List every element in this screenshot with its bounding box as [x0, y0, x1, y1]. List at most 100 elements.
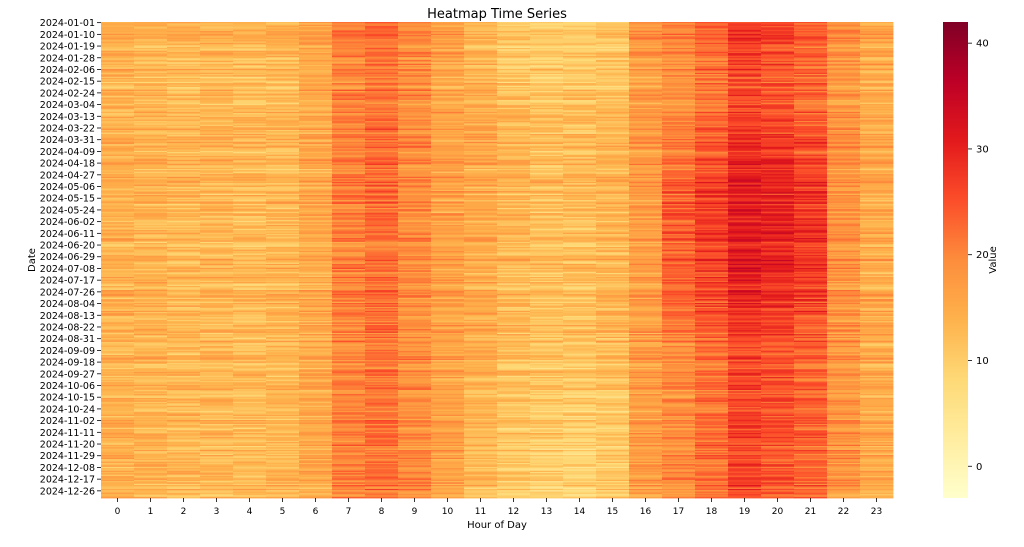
heatmap-cell — [398, 87, 432, 89]
heatmap-cell — [860, 162, 894, 165]
heatmap-cell — [794, 28, 828, 31]
heatmap-cell — [596, 58, 630, 61]
heatmap-cell — [167, 46, 201, 49]
heatmap-cell — [827, 168, 861, 171]
heatmap-cell — [134, 63, 168, 66]
heatmap-cell — [728, 256, 762, 258]
heatmap-cell — [662, 80, 696, 83]
heatmap-cell — [563, 237, 597, 240]
heatmap-cell — [827, 119, 861, 122]
heatmap-cell — [827, 289, 861, 292]
heatmap-cell — [662, 132, 696, 135]
heatmap-cell — [134, 220, 168, 223]
heatmap-cell — [101, 103, 135, 106]
heatmap-cell — [629, 61, 663, 63]
heatmap-cell — [167, 161, 201, 163]
heatmap-cell — [464, 261, 498, 264]
heatmap-cell — [101, 253, 135, 256]
heatmap-cell — [860, 282, 894, 284]
heatmap-cell — [299, 237, 333, 240]
heatmap-cell — [299, 228, 333, 231]
heatmap-cell — [134, 141, 168, 144]
heatmap-cell — [299, 245, 333, 248]
heatmap-cell — [464, 187, 498, 189]
heatmap-cell — [695, 280, 729, 283]
heatmap-cell — [167, 113, 201, 115]
heatmap-cell — [728, 187, 762, 189]
heatmap-cell — [266, 158, 300, 161]
heatmap-cell — [695, 180, 729, 183]
heatmap-cell — [827, 218, 861, 221]
heatmap-cell — [398, 59, 432, 62]
heatmap-cell — [497, 280, 531, 283]
heatmap-cell — [233, 88, 267, 91]
heatmap-cell — [365, 249, 399, 252]
heatmap-cell — [761, 197, 795, 200]
heatmap-cell — [167, 183, 201, 185]
heatmap-cell — [332, 250, 366, 253]
heatmap-cell — [497, 200, 531, 202]
heatmap-cell — [695, 74, 729, 76]
heatmap-cell — [200, 128, 234, 131]
heatmap-cell — [530, 107, 564, 110]
heatmap-cell — [431, 109, 465, 111]
heatmap-cell — [431, 271, 465, 274]
heatmap-cell — [332, 193, 366, 196]
heatmap-cell — [332, 58, 366, 61]
heatmap-cell — [101, 53, 135, 55]
heatmap-cell — [266, 41, 300, 44]
heatmap-cell — [497, 75, 531, 78]
heatmap-cell — [464, 228, 498, 231]
heatmap-cell — [299, 120, 333, 123]
heatmap-cell — [761, 258, 795, 261]
heatmap-cell — [101, 100, 135, 102]
heatmap-cell — [365, 263, 399, 266]
heatmap-cell — [200, 71, 234, 74]
heatmap-cell — [299, 113, 333, 115]
heatmap-cell — [431, 149, 465, 152]
heatmap-cell — [233, 133, 267, 136]
heatmap-cell — [365, 163, 399, 166]
heatmap-cell — [728, 83, 762, 85]
heatmap-cell — [629, 278, 663, 280]
heatmap-cell — [860, 150, 894, 153]
heatmap-cell — [827, 175, 861, 178]
heatmap-cell — [101, 145, 135, 148]
heatmap-cell — [530, 233, 564, 236]
heatmap-cell — [431, 165, 465, 167]
heatmap-cell — [497, 232, 531, 235]
heatmap-cell — [200, 109, 234, 111]
heatmap-cell — [134, 167, 168, 170]
heatmap-cell — [200, 94, 234, 97]
heatmap-cell — [662, 241, 696, 244]
heatmap-cell — [167, 172, 201, 175]
heatmap-cell — [233, 283, 267, 286]
heatmap-cell — [860, 236, 894, 239]
heatmap-cell — [464, 140, 498, 143]
heatmap-cell — [728, 183, 762, 185]
heatmap-cell — [332, 196, 366, 198]
heatmap-cell — [695, 154, 729, 157]
heatmap-cell — [662, 179, 696, 182]
heatmap-cell — [200, 146, 234, 149]
heatmap-cell — [596, 263, 630, 266]
heatmap-cell — [332, 83, 366, 85]
heatmap-cell — [134, 270, 168, 273]
heatmap-cell — [563, 233, 597, 236]
heatmap-cell — [299, 29, 333, 32]
heatmap-cell — [167, 215, 201, 218]
heatmap-cell — [134, 278, 168, 280]
heatmap-cell — [596, 29, 630, 32]
heatmap-cell — [398, 109, 432, 111]
heatmap-cell — [563, 58, 597, 61]
heatmap-cell — [200, 54, 234, 57]
heatmap-cell — [365, 97, 399, 100]
heatmap-cell — [860, 44, 894, 46]
heatmap-cell — [464, 33, 498, 36]
heatmap-cell — [398, 54, 432, 57]
heatmap-cell — [728, 185, 762, 188]
heatmap-cell — [662, 243, 696, 245]
heatmap-cell — [728, 97, 762, 100]
heatmap-cell — [827, 271, 861, 274]
heatmap-cell — [266, 219, 300, 222]
